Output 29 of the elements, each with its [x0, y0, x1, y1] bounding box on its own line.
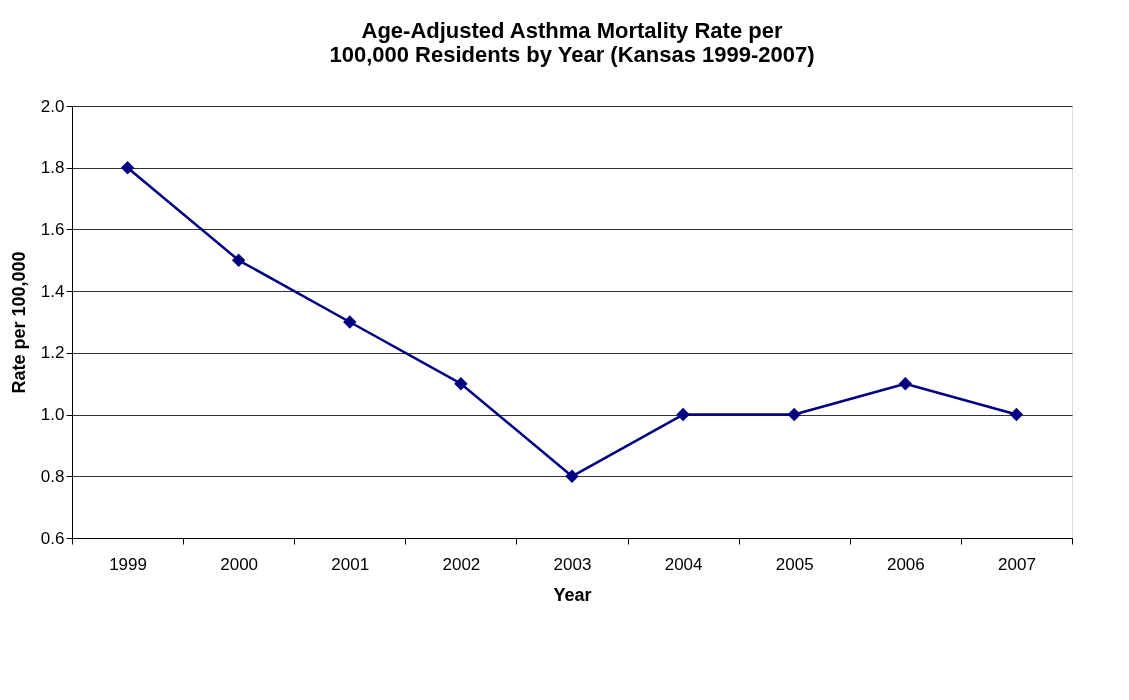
x-tick-label: 2000: [220, 554, 259, 574]
y-tick-label: 1.6: [40, 219, 65, 239]
point: [898, 377, 913, 391]
point: [676, 407, 690, 422]
x-tick-label: 2003: [553, 554, 592, 574]
point: [120, 161, 135, 175]
y-tick-label: 0.8: [40, 466, 65, 486]
x-tick-label: 2001: [331, 554, 370, 574]
y-tick-label: 0.6: [40, 528, 65, 548]
point: [343, 315, 357, 329]
y-tick-label: 2.0: [40, 96, 65, 116]
y-tick-label: 1.0: [40, 405, 65, 425]
x-tick-label: 2005: [775, 554, 814, 574]
x-tick-label: 1999: [109, 554, 147, 574]
y-axis-title: Rate per 100,000: [8, 251, 29, 394]
point: [787, 407, 801, 422]
point: [231, 253, 246, 267]
point: [1009, 407, 1024, 422]
y-tick-label: 1.2: [40, 343, 65, 363]
x-tick-label: 2002: [442, 554, 481, 574]
x-tick-label: 2007: [998, 554, 1036, 574]
chart-title: Age-Adjusted Asthma Mortality Rate per 100,000 Residents by Year (Kansas 1999-2007): [329, 18, 815, 67]
x-tick-label: 2004: [664, 554, 703, 574]
point: [454, 377, 468, 391]
y-tick-label: 1.4: [40, 281, 65, 301]
point: [565, 469, 579, 483]
x-tick-label: 2006: [886, 554, 925, 574]
x-axis-title: Year: [553, 584, 592, 605]
y-tick-label: 1.8: [40, 158, 65, 178]
